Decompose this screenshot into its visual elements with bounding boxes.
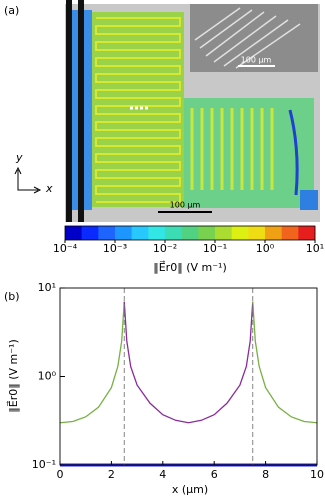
- colorbar-tick-label: 10⁰: [256, 242, 275, 255]
- colorbar-segment: [131, 226, 149, 240]
- colorbar-segment: [98, 226, 116, 240]
- colorbar-label: ‖E⃗r0‖ (V m⁻¹): [153, 260, 227, 274]
- data-line: [123, 301, 254, 424]
- x-tick-label: 10: [310, 468, 324, 481]
- sem-line: [199, 9, 253, 49]
- x-tick-label: 8: [262, 468, 269, 481]
- field-image: [14, 0, 320, 222]
- scale-label: 100 µm: [241, 56, 272, 65]
- axis-label: x: [45, 182, 53, 195]
- x-tick-label: 6: [211, 468, 218, 481]
- colorbar-tick-label: 10⁻²: [153, 242, 177, 255]
- x-tick-label: 0: [57, 468, 64, 481]
- sem-line: [223, 19, 289, 67]
- colorbar-frame: [64, 225, 316, 241]
- colorbar-tick-label: 10⁻¹: [203, 242, 227, 255]
- scale-label: 100 µm: [170, 201, 201, 210]
- colorbar-tick-label: 10⁻³: [103, 242, 127, 255]
- sem-lines: [194, 7, 301, 69]
- panel-label: (a): [4, 4, 19, 17]
- colorbar-segment: [165, 226, 182, 240]
- sem-inset: [190, 4, 318, 72]
- colorbar-segment: [65, 226, 82, 240]
- y-tick-label: 10⁻¹: [32, 458, 56, 471]
- sem-line: [194, 7, 241, 41]
- colorbar-segment: [81, 226, 99, 240]
- colorbar-tick-label: 10⁻⁴: [53, 242, 78, 255]
- y-axis-label: ‖E⃗r0‖ (V m⁻¹): [6, 339, 20, 413]
- colorbar-segment: [148, 226, 166, 240]
- axis-label: y: [15, 151, 23, 164]
- meander-path: [95, 17, 181, 203]
- colorbar-segment: [198, 226, 216, 240]
- black-bar: [66, 0, 72, 222]
- sem-line: [205, 11, 265, 57]
- panel-label: (b): [4, 290, 20, 303]
- colorbar-segment: [248, 226, 266, 240]
- y-tick-label: 10⁰: [38, 370, 57, 383]
- colorbar-segment: [298, 226, 316, 240]
- black-bar: [78, 0, 84, 222]
- colorbar-segment: [265, 226, 282, 240]
- corner-region: [300, 190, 318, 210]
- colorbar-segment: [181, 226, 199, 240]
- data-line: [252, 301, 318, 424]
- colorbar-segment: [231, 226, 249, 240]
- edge-field: [288, 109, 299, 196]
- colorbar-segment: [215, 226, 232, 240]
- axes-arrows: [17, 170, 38, 191]
- data-line: [59, 301, 125, 424]
- sem-line: [235, 23, 301, 69]
- colorbar-tick-label: 10¹: [306, 242, 324, 255]
- meander: [95, 17, 181, 203]
- colorbar-segment: [115, 226, 132, 240]
- y-tick-label: 10¹: [38, 281, 56, 294]
- plot-frame: [59, 287, 318, 466]
- x-tick-label: 4: [159, 468, 166, 481]
- sem-line: [213, 15, 277, 63]
- fingers: [190, 108, 274, 190]
- x-tick-label: 2: [108, 468, 115, 481]
- colorbar-segment: [281, 226, 299, 240]
- arrow-heads: [14, 166, 42, 194]
- x-axis-label: x (µm): [172, 483, 208, 496]
